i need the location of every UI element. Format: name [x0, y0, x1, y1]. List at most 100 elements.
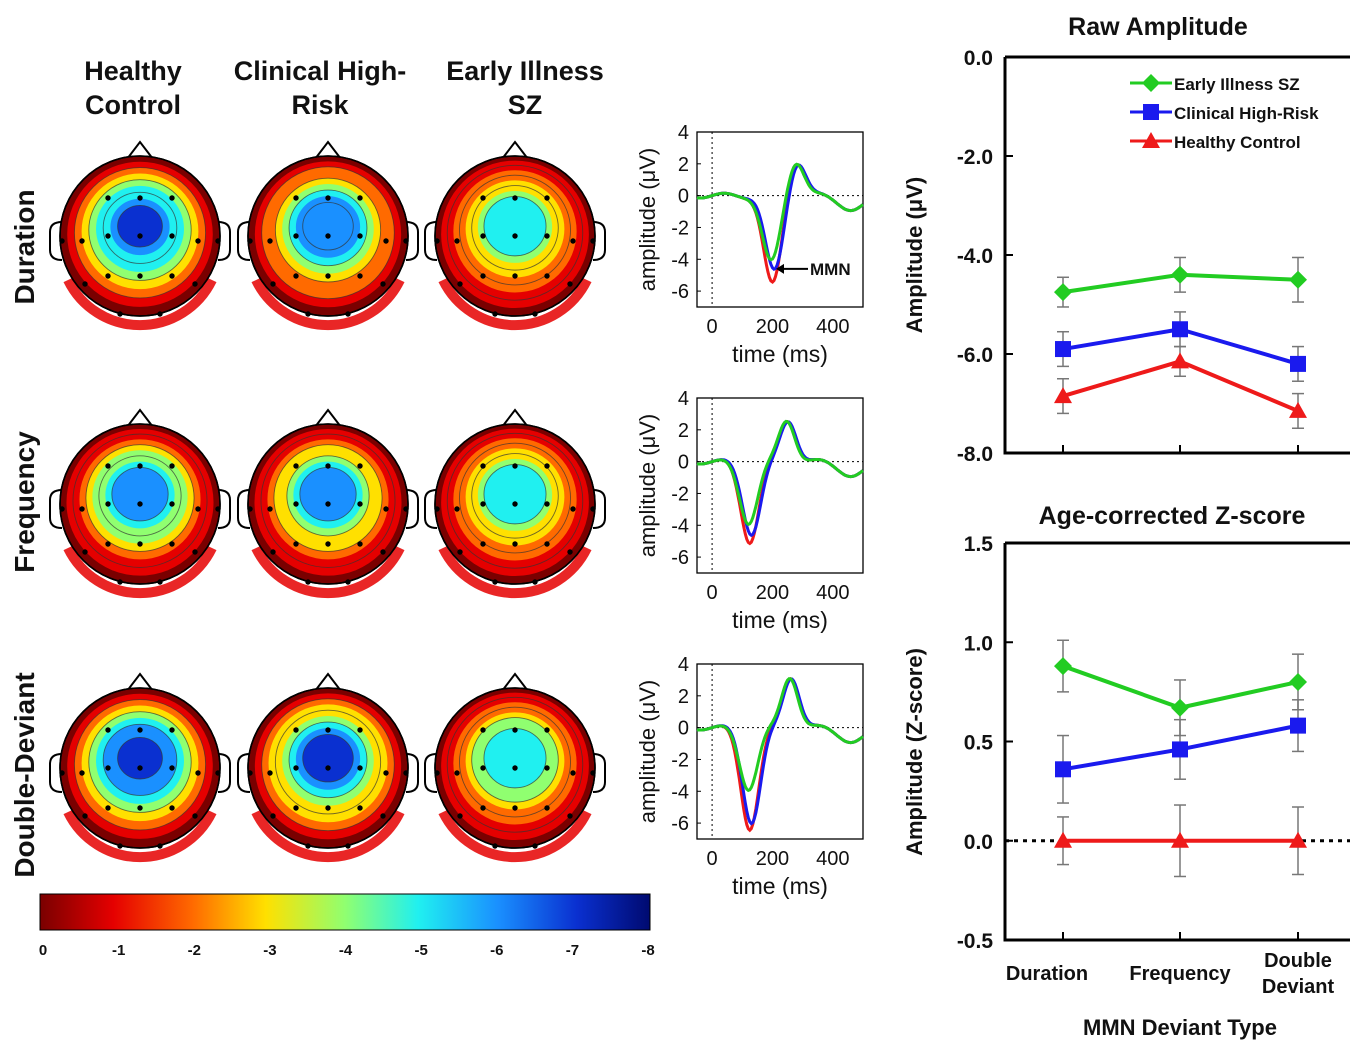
electrode-dot [169, 805, 175, 811]
head-outline-ring [247, 155, 409, 317]
row-headers: Duration Frequency Double-Deviant [9, 189, 40, 877]
electrode-dot [267, 770, 273, 776]
colorbar-tick-label: -4 [339, 942, 353, 959]
electrode-dot [544, 463, 550, 469]
electrode-dot [357, 727, 363, 733]
colorbar-tick-label: -5 [414, 942, 427, 959]
electrode-dot [117, 843, 123, 849]
electrode-dot [137, 501, 143, 507]
electrode-dot [457, 281, 463, 287]
erp-ytick-label: 0 [678, 186, 689, 208]
raw-chart-legend: Early Illness SZ Clinical High-Risk Heal… [1130, 74, 1319, 152]
electrode-dot [454, 506, 460, 512]
topomap-1-0 [49, 408, 231, 599]
electrode-dot [59, 506, 65, 512]
electrode-dot [105, 805, 111, 811]
erp-xlabel: time (ms) [732, 341, 828, 367]
chart-category-label: Frequency [1129, 963, 1231, 985]
electrode-dot [532, 311, 538, 317]
electrode-dot [454, 770, 460, 776]
electrode-dot [480, 195, 486, 201]
electrode-dot [357, 195, 363, 201]
electrode-dot [192, 813, 198, 819]
electrode-dot [169, 463, 175, 469]
electrode-dot [59, 770, 65, 776]
electrode-dot [457, 813, 463, 819]
erp-ytick-label: -4 [671, 515, 689, 537]
electrode-dot [492, 843, 498, 849]
electrode-dot [293, 765, 299, 771]
electrode-dot [570, 770, 576, 776]
chart-category-label: Duration [1006, 963, 1088, 985]
electrode-dot [512, 727, 518, 733]
head-ear-left [49, 221, 63, 261]
erp-wave-early [696, 162, 864, 262]
electrode-dot [169, 233, 175, 239]
topomap-2-0 [49, 672, 231, 863]
electrode-dot [570, 238, 576, 244]
erp-ytick-label: 0 [678, 452, 689, 474]
erp-ylabel: amplitude (μV) [635, 414, 660, 558]
electrode-dot [137, 765, 143, 771]
data-point-chr [1172, 321, 1188, 338]
bottom-band [251, 277, 405, 331]
topomap-1-1 [237, 408, 419, 599]
electrode-dot [357, 273, 363, 279]
erp-ytick-label: -6 [671, 547, 689, 569]
raw-chart-plot: 0.0 -2.0 -4.0 -6.0 -8.0 [957, 47, 1350, 466]
electrode-dot [192, 281, 198, 287]
chart-category-label: Double [1264, 950, 1332, 972]
data-point-hc [1289, 831, 1307, 848]
col-label-sz-1: Early Illness [446, 56, 604, 86]
legend-label-hc: Healthy Control [1174, 133, 1301, 152]
electrode-dot [403, 238, 409, 244]
electrode-dot [247, 238, 253, 244]
chart-ytick-label: -6.0 [957, 344, 993, 367]
topomap-0-0 [49, 140, 231, 331]
mmn-arrow-head [776, 263, 784, 274]
erp-ytick-label: -2 [671, 749, 689, 771]
data-point-early [1171, 265, 1189, 284]
data-point-hc [1054, 831, 1072, 848]
bottom-band [251, 545, 405, 599]
colorbar-ticks: 0 -1 -2 -3 -4 -5 -6 -7 -8 [39, 942, 655, 959]
head-nose [126, 672, 154, 692]
head-ear-left [49, 489, 63, 529]
electrode-dot [305, 311, 311, 317]
z-chart-xlabel: MMN Deviant Type [1083, 1015, 1277, 1040]
erp-ylabel: amplitude (μV) [635, 680, 660, 824]
electrode-dot [293, 727, 299, 733]
electrode-dot [512, 233, 518, 239]
data-point-hc [1171, 831, 1189, 848]
electrode-dot [480, 805, 486, 811]
erp-xlabel: time (ms) [732, 607, 828, 633]
head-outline-ring [247, 423, 409, 585]
electrode-dot [137, 541, 143, 547]
electrode-dot [380, 549, 386, 555]
head-outline-ring [434, 155, 596, 317]
col-label-hc-1: Healthy [84, 56, 182, 86]
electrode-dot [325, 273, 331, 279]
electrode-dot [215, 238, 221, 244]
contour-8 [302, 733, 354, 783]
head-ear-right [405, 489, 419, 529]
zscore-chart: Age-corrected Z-score Amplitude (Z-score… [902, 502, 1350, 1040]
electrode-dot [345, 579, 351, 585]
legend-label-early: Early Illness SZ [1174, 75, 1300, 94]
electrode-dot [157, 579, 163, 585]
electrode-dot [79, 238, 85, 244]
electrode-dot [137, 233, 143, 239]
bottom-band [438, 809, 592, 863]
electrode-dot [480, 541, 486, 547]
data-point-chr [1055, 341, 1071, 358]
electrode-dot [480, 765, 486, 771]
colorbar-tick-label: 0 [39, 942, 47, 959]
electrode-dot [403, 770, 409, 776]
electrode-dot [82, 813, 88, 819]
bottom-band [63, 809, 217, 863]
erp-ytick-label: -2 [671, 217, 689, 239]
electrode-dot [105, 273, 111, 279]
electrode-dot [544, 541, 550, 547]
electrode-dot [532, 843, 538, 849]
bottom-band [438, 545, 592, 599]
